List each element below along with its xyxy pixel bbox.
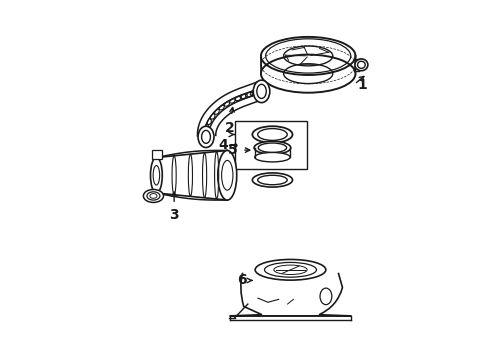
Text: 3: 3 bbox=[170, 208, 179, 222]
Ellipse shape bbox=[274, 265, 307, 275]
Text: 1: 1 bbox=[357, 78, 367, 93]
Ellipse shape bbox=[255, 153, 290, 162]
Ellipse shape bbox=[258, 129, 287, 140]
Ellipse shape bbox=[252, 173, 293, 187]
Ellipse shape bbox=[150, 158, 162, 193]
Ellipse shape bbox=[284, 64, 333, 84]
Ellipse shape bbox=[201, 130, 210, 143]
Ellipse shape bbox=[261, 55, 355, 93]
Ellipse shape bbox=[254, 141, 291, 154]
Ellipse shape bbox=[144, 189, 164, 202]
Ellipse shape bbox=[252, 126, 293, 143]
Ellipse shape bbox=[355, 59, 368, 71]
FancyBboxPatch shape bbox=[152, 150, 162, 159]
Ellipse shape bbox=[258, 175, 287, 185]
Ellipse shape bbox=[221, 161, 233, 190]
Ellipse shape bbox=[258, 143, 287, 153]
Ellipse shape bbox=[147, 192, 160, 200]
Ellipse shape bbox=[320, 288, 332, 305]
Ellipse shape bbox=[257, 84, 266, 99]
Text: 4: 4 bbox=[218, 138, 228, 152]
Ellipse shape bbox=[218, 150, 237, 200]
Text: 5: 5 bbox=[228, 143, 238, 157]
Ellipse shape bbox=[153, 166, 160, 185]
Ellipse shape bbox=[198, 126, 214, 148]
Ellipse shape bbox=[265, 262, 317, 277]
Text: 2: 2 bbox=[225, 121, 235, 135]
Ellipse shape bbox=[253, 80, 270, 103]
Ellipse shape bbox=[255, 260, 326, 280]
Ellipse shape bbox=[358, 61, 365, 68]
Text: 6: 6 bbox=[237, 274, 247, 287]
Ellipse shape bbox=[150, 194, 157, 198]
FancyBboxPatch shape bbox=[235, 121, 307, 169]
